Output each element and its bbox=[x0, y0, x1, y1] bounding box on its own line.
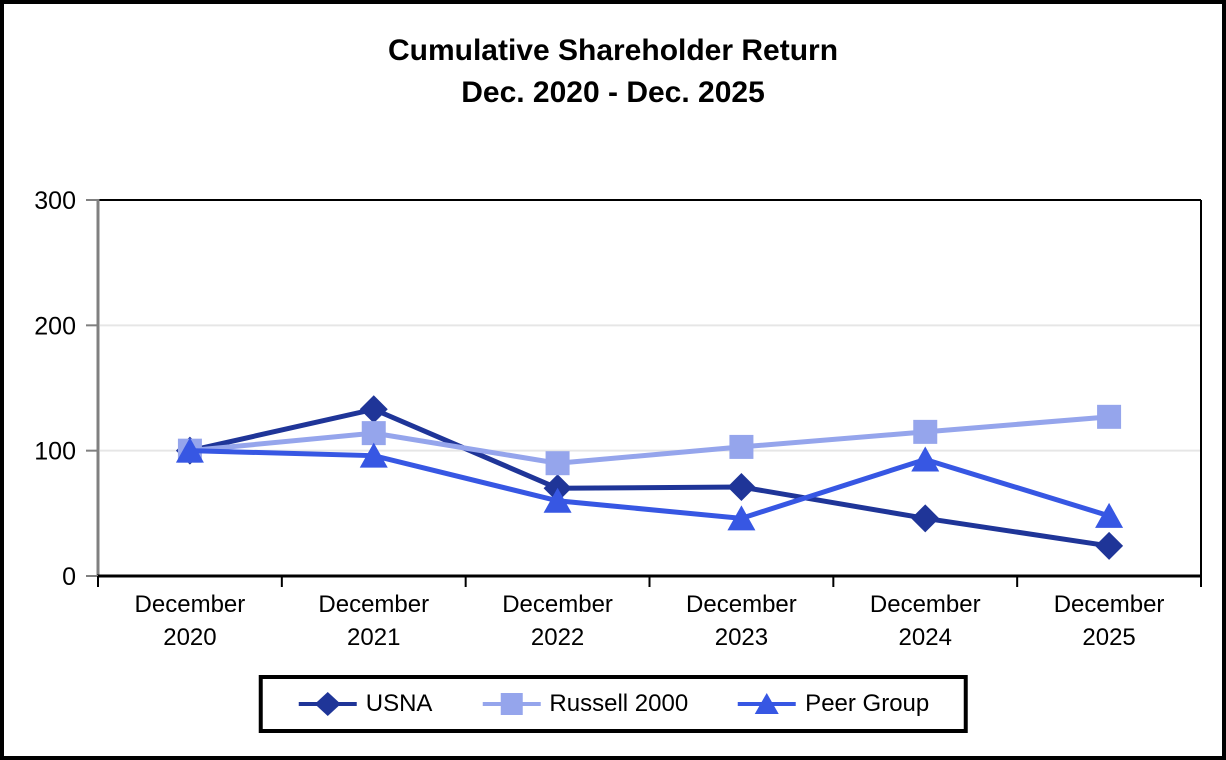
legend-square-icon bbox=[482, 693, 541, 715]
legend-item-usna: USNA bbox=[297, 689, 433, 719]
legend-label-peer-group: Peer Group bbox=[805, 690, 930, 717]
x-tick-label-3-line1: December bbox=[686, 591, 797, 618]
marker-peer-group-4 bbox=[911, 446, 940, 472]
chart-title: Cumulative Shareholder Return Dec. 2020 … bbox=[4, 30, 1222, 114]
series-line-usna bbox=[189, 406, 1110, 549]
marker-usna-1 bbox=[359, 395, 388, 424]
marker-peer-group-3 bbox=[727, 505, 756, 531]
chart-title-line1: Cumulative Shareholder Return bbox=[387, 34, 839, 67]
marker-russell-2000-3 bbox=[729, 434, 754, 459]
x-tick-label-0-line2: 2020 bbox=[163, 624, 216, 651]
chart-title-line2: Dec. 2020 - Dec. 2025 bbox=[461, 76, 765, 109]
marker-peer-group-0 bbox=[175, 437, 204, 463]
marker-russell-2000-2 bbox=[545, 451, 570, 476]
marker-peer-group-5 bbox=[1095, 502, 1124, 528]
y-tick-label-0: 0 bbox=[62, 563, 76, 591]
legend-item-russell-2000: Russell 2000 bbox=[480, 689, 688, 719]
legend-triangle-icon bbox=[738, 693, 797, 714]
y-tick-label-300: 300 bbox=[34, 187, 76, 215]
marker-usna-5 bbox=[1095, 531, 1124, 560]
x-tick-label-2-line2: 2022 bbox=[531, 624, 584, 651]
legend-label-usna: USNA bbox=[365, 690, 433, 717]
x-tick-label-1-line1: December bbox=[318, 591, 429, 618]
x-tick-label-5-line1: December bbox=[1054, 591, 1165, 618]
x-tick-label-0-line1: December bbox=[135, 591, 246, 618]
x-tick-label-4-line1: December bbox=[870, 591, 981, 618]
marker-russell-2000-4 bbox=[913, 419, 938, 444]
y-tick-label-200: 200 bbox=[34, 312, 76, 340]
legend-label-russell-2000: Russell 2000 bbox=[549, 690, 689, 717]
marker-peer-group-1 bbox=[359, 442, 388, 468]
marker-usna-3 bbox=[727, 473, 756, 502]
y-tick-label-100: 100 bbox=[34, 438, 76, 466]
x-tick-label-2-line1: December bbox=[502, 591, 613, 618]
x-tick-label-1-line2: 2021 bbox=[347, 624, 400, 651]
legend-item-peer-group: Peer Group bbox=[736, 689, 929, 719]
x-tick-label-4-line2: 2024 bbox=[899, 624, 952, 651]
series-line-russell-2000 bbox=[189, 414, 1110, 466]
x-tick-label-3-line2: 2023 bbox=[715, 624, 768, 651]
plot-area: 0 100 200 300 December 2020 December 2021 Decemb… bbox=[34, 187, 1202, 651]
marker-usna-4 bbox=[911, 504, 940, 533]
legend-diamond-icon bbox=[298, 692, 357, 716]
x-tick-label-5-line2: 2025 bbox=[1082, 624, 1135, 651]
marker-russell-2000-1 bbox=[361, 421, 386, 446]
marker-peer-group-2 bbox=[543, 487, 572, 513]
legend: USNA Russell 2000 Peer Group bbox=[258, 675, 968, 733]
marker-russell-2000-5 bbox=[1097, 404, 1122, 429]
series-line-peer-group bbox=[189, 448, 1110, 521]
